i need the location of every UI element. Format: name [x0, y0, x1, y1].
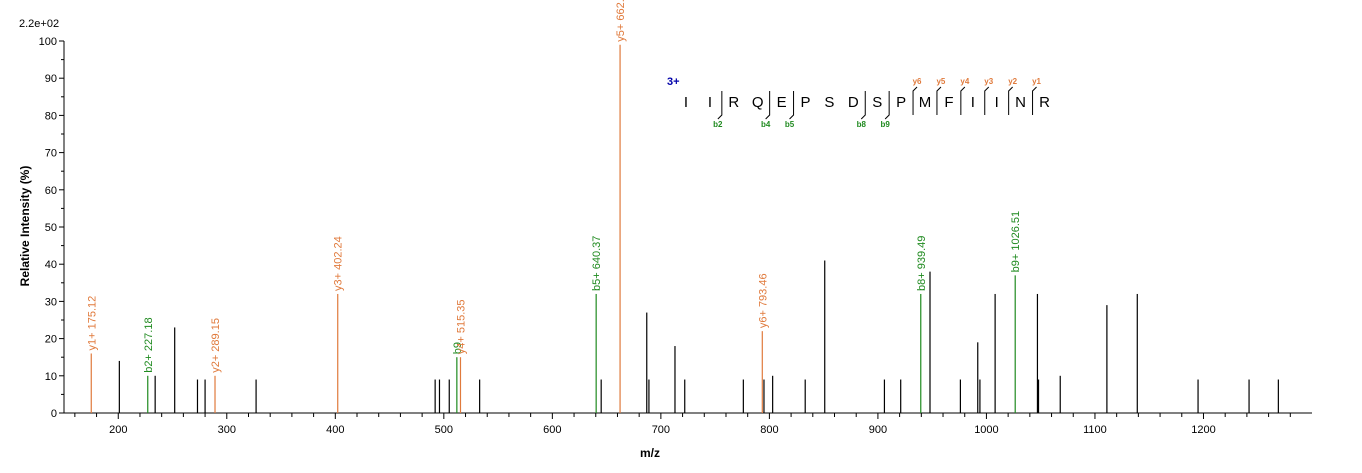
sequence-residue: D [848, 94, 859, 111]
x-tick-label: 800 [760, 424, 778, 436]
peak-label: b2+ 227.18 [143, 317, 155, 372]
x-tick-label: 900 [869, 424, 887, 436]
peaks: y1+ 175.12 b2+ 227.18 y2+ 289.15 y3+ 402.24… [86, 0, 1279, 413]
sequence-residue: R [728, 94, 739, 111]
y-tick-label: 100 [39, 36, 57, 48]
sequence-residue: P [896, 94, 906, 111]
peak-label: y5+ 662.4 [615, 0, 627, 42]
b-ion-label: b4 [761, 120, 771, 129]
y-tick-label: 10 [45, 371, 57, 383]
x-tick-label: 500 [435, 424, 453, 436]
y-ion-label: y6 [913, 77, 922, 86]
x-tick-label: 300 [218, 424, 236, 436]
sequence-residue: S [872, 94, 882, 111]
y-ion-label: y2 [1008, 77, 1017, 86]
x-tick-label: 200 [109, 424, 127, 436]
sequence-residue: S [824, 94, 834, 111]
y-ion-bracket [912, 86, 918, 115]
peak-label: b5+ 640.37 [591, 236, 603, 291]
y-ion-bracket [1008, 86, 1014, 115]
x-axis-title: m/z [640, 446, 660, 460]
peak-label: y3+ 402.24 [333, 236, 345, 291]
x-tick-label: 600 [543, 424, 561, 436]
y-ion-bracket [936, 86, 942, 115]
axes: 0 10 20 30 40 50 60 70 80 90 100 200 300 400 500 600 700… [39, 36, 1312, 436]
b-ion-label: b9 [880, 120, 890, 129]
peak-label: y1+ 175.12 [86, 296, 98, 351]
y-tick-label: 40 [45, 259, 57, 271]
b-ion-label: b5 [785, 120, 795, 129]
y-tick-label: 80 [45, 110, 57, 122]
b-ion-bracket [789, 91, 795, 120]
sequence-residue: R [1039, 94, 1050, 111]
sequence-residue: P [800, 94, 810, 111]
x-tick-label: 700 [652, 424, 670, 436]
b-ion-bracket [765, 91, 771, 120]
b-ion-label: b2 [713, 120, 723, 129]
y-tick-label: 90 [45, 73, 57, 85]
sequence-residue: E [777, 94, 787, 111]
sequence-residue: I [995, 94, 999, 111]
y-ion-bracket [1032, 86, 1037, 115]
y-tick-label: 50 [45, 222, 57, 234]
x-tick-label: 1200 [1191, 424, 1215, 436]
intensity-scale-label: 2.2e+02 [19, 18, 59, 30]
peak-label: y6+ 793.46 [757, 273, 769, 328]
y-tick-label: 60 [45, 185, 57, 197]
peak-label: b9+ 1026.51 [1010, 211, 1022, 272]
sequence-residue: N [1015, 94, 1026, 111]
sequence-residue: F [944, 94, 953, 111]
peak-label: y4+ 515.35 [455, 299, 467, 354]
y-ion-bracket [960, 86, 966, 115]
y-tick-label: 20 [45, 334, 57, 346]
y-ion-label: y5 [936, 77, 945, 86]
b-ion-bracket [860, 91, 866, 120]
y-tick-label: 0 [51, 408, 57, 420]
sequence-residue: I [971, 94, 975, 111]
y-ion-bracket [984, 86, 990, 115]
sequence-residue: I [708, 94, 712, 111]
b-ion-bracket [717, 91, 723, 120]
sequence-residue: I [684, 94, 688, 111]
y-tick-label: 30 [45, 296, 57, 308]
x-tick-label: 400 [326, 424, 344, 436]
charge-state: 3+ [667, 76, 680, 88]
b-ion-label: b8 [857, 120, 867, 129]
x-tick-label: 1000 [974, 424, 998, 436]
b-ion-bracket [884, 91, 890, 120]
y-axis-title: Relative Intensity (%) [18, 166, 32, 287]
peak-label: b8+ 939.49 [916, 236, 928, 291]
y-ion-label: y1 [1032, 77, 1041, 86]
y-ion-label: y4 [960, 77, 969, 86]
y-tick-label: 70 [45, 148, 57, 160]
sequence-residue: M [919, 94, 932, 111]
sequence-residue: Q [752, 94, 764, 111]
x-tick-label: 1100 [1083, 424, 1107, 436]
peak-label: y2+ 289.15 [210, 318, 222, 373]
y-ion-label: y3 [984, 77, 993, 86]
peak-label: b9 [452, 342, 464, 354]
